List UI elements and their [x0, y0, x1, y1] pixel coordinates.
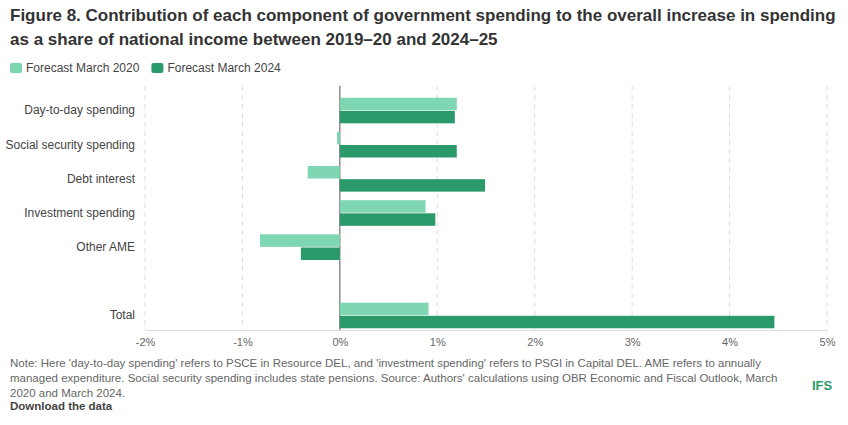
x-tick: 5%: [820, 330, 836, 348]
bar: [340, 303, 429, 315]
y-tick: Total: [110, 308, 135, 322]
y-tick-label: Total: [110, 308, 135, 322]
grid-line: [145, 86, 146, 330]
bar: [340, 179, 485, 191]
y-tick-label: Social security spending: [6, 138, 135, 152]
bars: [260, 98, 774, 329]
x-tick-label: 5%: [820, 336, 836, 348]
x-tick-label: -1%: [233, 336, 253, 348]
x-tick: 2%: [527, 330, 543, 348]
grid-line: [242, 86, 243, 330]
grid-line: [729, 86, 730, 330]
bar: [340, 200, 426, 212]
x-tick: 4%: [722, 330, 738, 348]
grid-line: [632, 86, 633, 330]
bar: [340, 111, 455, 123]
y-tick: Debt interest: [67, 172, 136, 186]
x-tick: 1%: [430, 330, 446, 348]
bar: [340, 316, 775, 328]
x-tick-label: 2%: [527, 336, 543, 348]
x-tick: 0%: [332, 330, 348, 348]
bar: [340, 98, 457, 110]
y-axis: Day-to-day spending Social security spend…: [6, 103, 136, 322]
bar: [340, 213, 435, 225]
y-tick-label: Investment spending: [24, 206, 135, 220]
y-tick: Investment spending: [24, 206, 135, 220]
chart: -2% -1% 0% 1% 2% 3% 4% 5% Day-to-day spending Soc…: [0, 0, 848, 425]
y-tick-label: Other AME: [76, 240, 135, 254]
grid-line: [534, 86, 535, 330]
y-tick: Day-to-day spending: [24, 103, 135, 117]
legend-swatch: [10, 63, 22, 73]
grid-line: [827, 86, 828, 330]
x-tick: -1%: [233, 330, 253, 348]
bar: [260, 234, 340, 246]
x-tick-label: 0%: [332, 336, 348, 348]
legend-label: Forecast March 2024: [167, 61, 281, 75]
bar: [337, 132, 340, 144]
y-tick-label: Day-to-day spending: [24, 103, 135, 117]
x-tick-label: 1%: [430, 336, 446, 348]
bar: [301, 247, 340, 259]
x-tick-label: 4%: [722, 336, 738, 348]
title: Figure 8. Contribution of each component…: [10, 4, 840, 52]
bar: [340, 145, 457, 157]
legend-item: Forecast March 2024: [151, 61, 281, 75]
legend-swatch: [151, 63, 163, 73]
y-tick: Social security spending: [6, 138, 135, 152]
y-tick: Other AME: [76, 240, 135, 254]
x-axis: -2% -1% 0% 1% 2% 3% 4% 5%: [136, 330, 836, 348]
note: Note: Here 'day-to-day spending' refers …: [10, 356, 780, 401]
legend: Forecast March 2020 Forecast March 2024: [10, 61, 281, 75]
x-tick: 3%: [625, 330, 641, 348]
download-link[interactable]: Download the data: [10, 400, 112, 412]
bar: [308, 166, 340, 178]
x-tick-label: 3%: [625, 336, 641, 348]
legend-label: Forecast March 2020: [26, 61, 140, 75]
grid: [145, 86, 827, 330]
x-tick: -2%: [136, 330, 156, 348]
logo: IFS: [812, 378, 832, 393]
y-tick-label: Debt interest: [67, 172, 136, 186]
legend-item: Forecast March 2020: [10, 61, 140, 75]
x-tick-label: -2%: [136, 336, 156, 348]
x-axis-line: [146, 330, 828, 331]
